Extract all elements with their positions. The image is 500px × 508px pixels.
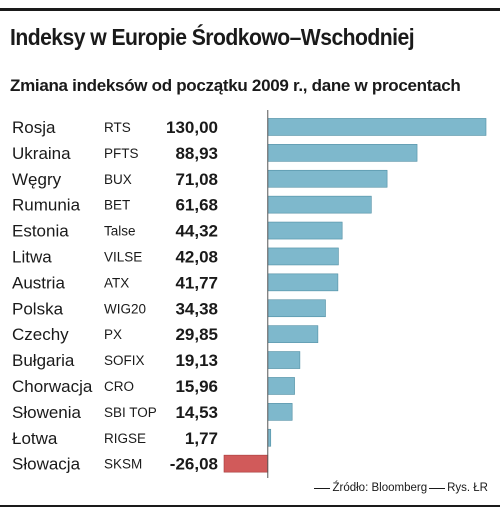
value-label: 42,08 [175, 247, 218, 266]
value-label: -26,08 [170, 455, 218, 474]
bar [267, 351, 301, 369]
value-label: 61,68 [175, 196, 218, 215]
index-name-label: ATX [104, 275, 129, 290]
index-name-label: PFTS [104, 146, 139, 161]
value-label: 29,85 [175, 325, 218, 344]
bar-chart: Rosja RTS 130,00 Ukraina PFTS 88,93 Węgry BUX 71… [12, 110, 487, 478]
country-label: Rumunia [12, 196, 81, 215]
index-name-label: RTS [104, 120, 131, 135]
bar [223, 454, 269, 473]
value-label: 15,96 [175, 377, 218, 396]
country-label: Węgry [12, 170, 62, 189]
country-label: Bułgaria [12, 351, 75, 370]
credit-text: Rys. ŁR [447, 482, 488, 494]
bar [267, 169, 388, 188]
bar [267, 403, 293, 421]
index-name-label: BUX [104, 172, 132, 187]
source-line: Źródło: Bloomberg Rys. ŁR [312, 482, 488, 494]
country-label: Litwa [12, 247, 52, 266]
country-label: Słowacja [12, 455, 81, 474]
bar [267, 221, 343, 240]
bottom-rule [0, 505, 500, 507]
credit-dash [429, 488, 446, 489]
index-name-label: WIG20 [104, 301, 146, 316]
country-label: Czechy [12, 325, 69, 344]
value-label: 41,77 [175, 273, 218, 292]
bar [267, 325, 319, 343]
index-name-label: SOFIX [104, 353, 145, 368]
country-label: Rosja [12, 118, 56, 137]
bar [267, 299, 326, 318]
chart-title: Indeksy w Europie Środkowo–Wschodniej [10, 24, 415, 50]
country-label: Austria [12, 273, 65, 292]
country-label: Ukraina [12, 144, 71, 163]
index-name-label: SKSM [104, 457, 142, 472]
bar [267, 118, 487, 136]
value-label: 1,77 [185, 429, 218, 448]
index-name-label: VILSE [104, 249, 142, 264]
bar [267, 144, 418, 162]
index-name-label: SBI TOP [104, 405, 157, 420]
source-text: Źródło: Bloomberg [332, 482, 428, 494]
value-label: 44,32 [175, 222, 218, 241]
index-name-label: RIGSE [104, 431, 146, 446]
value-label: 88,93 [175, 144, 218, 163]
top-rule [0, 8, 500, 11]
value-label: 130,00 [166, 118, 218, 137]
value-label: 34,38 [175, 299, 218, 318]
bar [267, 247, 339, 266]
chart-subtitle: Zmiana indeksów od początku 2009 r., dan… [10, 76, 461, 95]
index-name-label: CRO [104, 379, 134, 394]
country-label: Chorwacja [12, 377, 93, 396]
country-label: Polska [12, 299, 64, 318]
source-dash [314, 488, 331, 489]
value-label: 71,08 [175, 170, 218, 189]
bar [267, 377, 295, 395]
value-label: 14,53 [175, 403, 218, 422]
country-label: Łotwa [12, 429, 58, 448]
index-name-label: PX [104, 327, 122, 342]
value-label: 19,13 [175, 351, 218, 370]
bar [267, 195, 372, 214]
country-label: Estonia [12, 222, 69, 241]
index-name-label: BET [104, 198, 130, 213]
bar [267, 273, 339, 292]
index-name-label: Talse [104, 224, 136, 239]
country-label: Słowenia [12, 403, 82, 422]
